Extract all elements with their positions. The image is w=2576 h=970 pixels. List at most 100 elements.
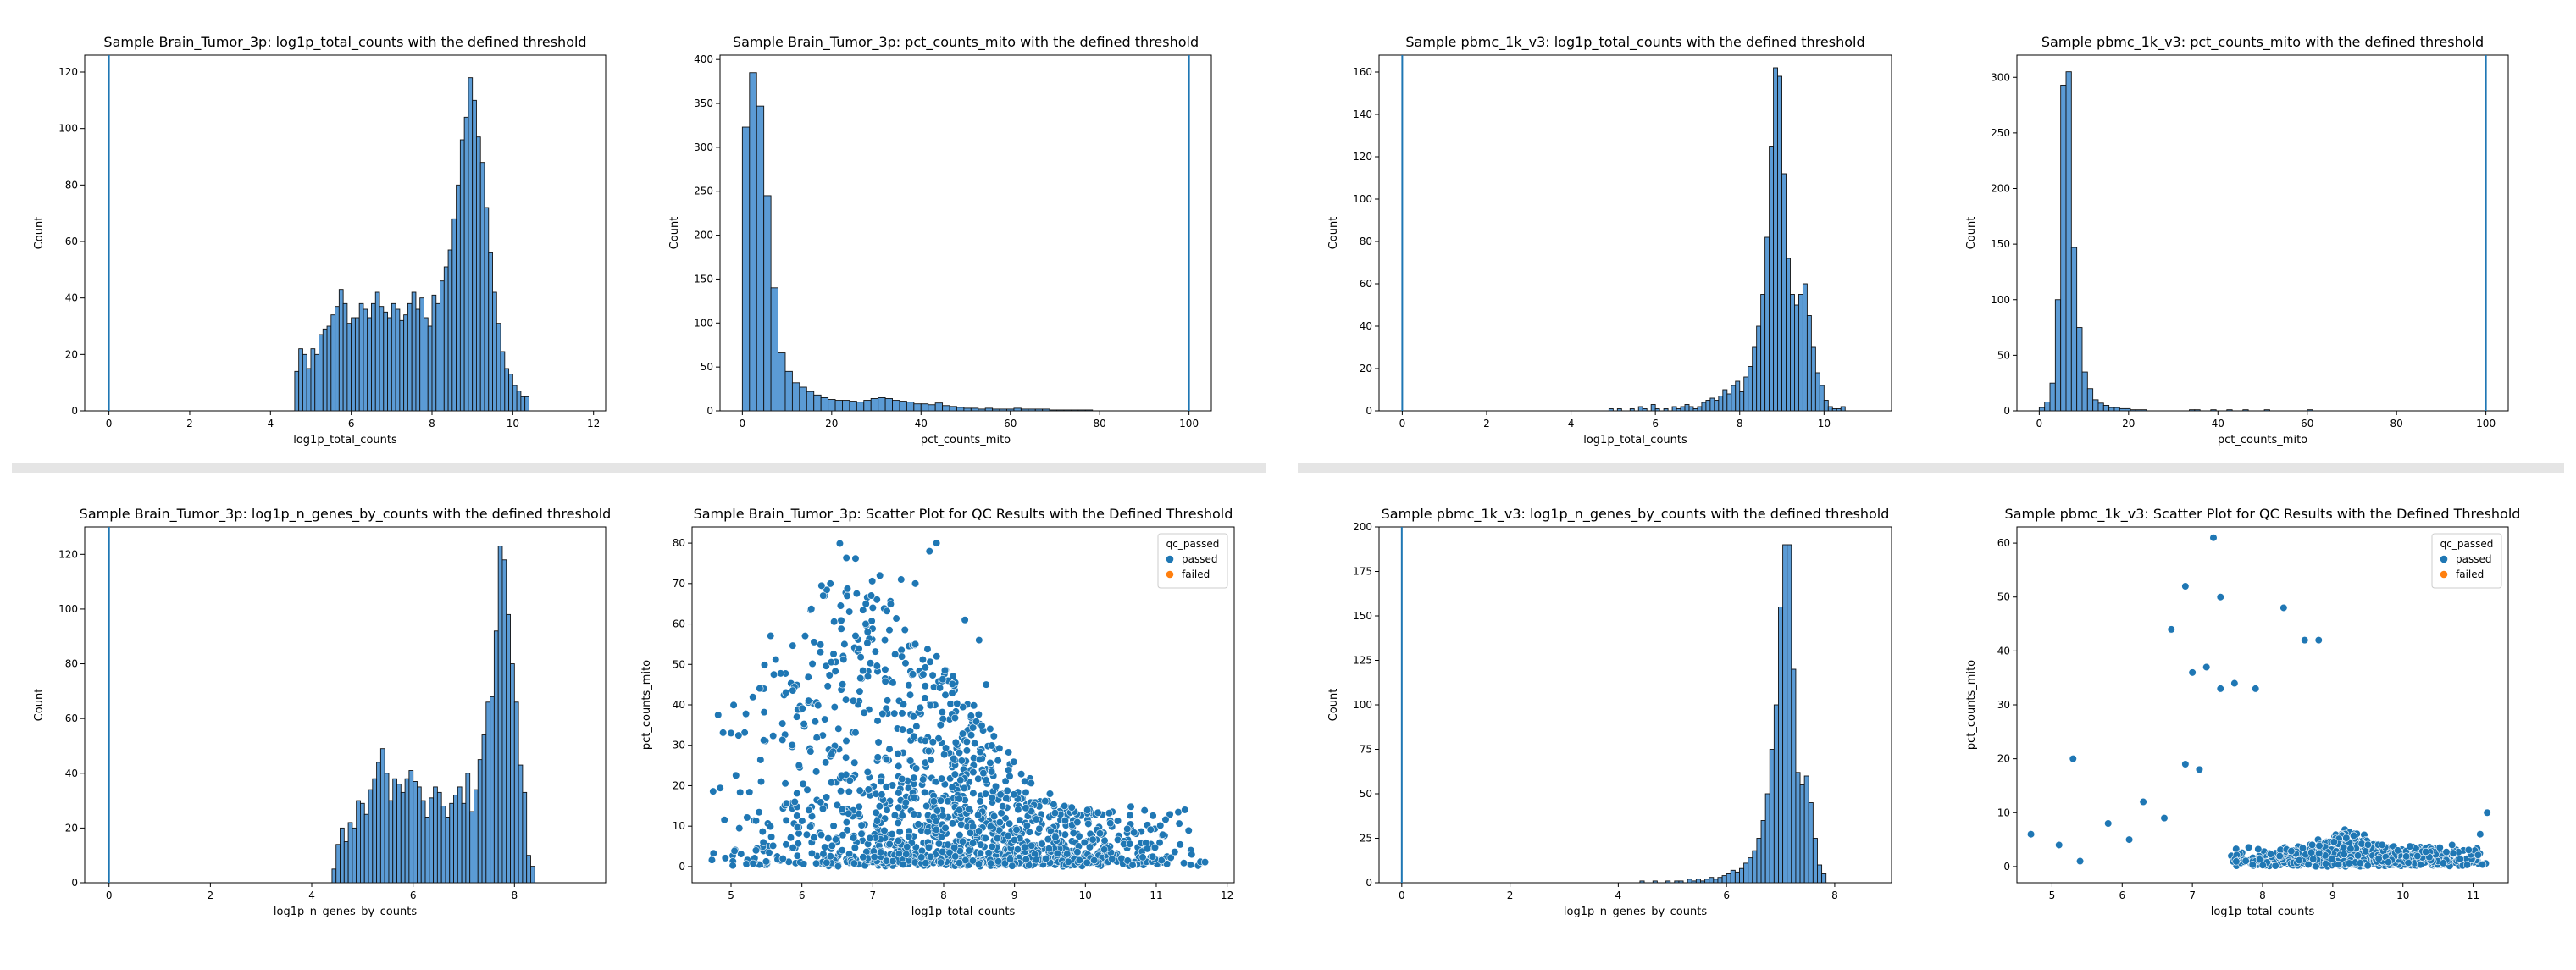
plot-frame [2016, 54, 2509, 412]
scatter-point [2442, 848, 2451, 856]
scatter-point [812, 768, 821, 776]
x-tick-label: 2 [208, 890, 214, 901]
scatter-point [767, 833, 776, 841]
scatter-point [2304, 860, 2313, 869]
scatter-point [2209, 534, 2218, 542]
y-tick-label: 120 [1353, 151, 1372, 163]
scatter-point [2254, 845, 2263, 854]
histogram-bar [2307, 409, 2313, 412]
y-tick-label: 40 [1360, 320, 1372, 332]
scatter-point [825, 671, 834, 679]
scatter-point [2340, 843, 2348, 851]
y-tick-label: 0 [706, 405, 713, 417]
scatter-point [2315, 849, 2324, 858]
histogram-bar [2210, 409, 2217, 412]
histogram-bar [522, 791, 528, 884]
y-tick-label: 200 [1991, 183, 2010, 195]
y-tick-label: 20 [1997, 753, 2010, 765]
y-tick-label: 10 [1997, 806, 2010, 818]
scatter-point [845, 607, 854, 616]
histogram-bar [2194, 409, 2201, 412]
scatter-point [2449, 849, 2457, 857]
x-tick-label: 10 [2396, 890, 2409, 901]
y-tick-label: 0 [679, 861, 685, 873]
scatter-point [2435, 843, 2444, 852]
y-tick-label: 80 [673, 537, 685, 549]
histogram-bar [530, 866, 535, 884]
scatter-point [2125, 835, 2134, 844]
scatter-point [2202, 662, 2211, 672]
x-tick-label: 80 [1094, 418, 1106, 430]
y-tick-label: 10 [673, 820, 685, 832]
y-tick-label: 50 [1997, 591, 2010, 603]
scatter-point [2456, 855, 2464, 863]
scatter-point [923, 645, 932, 653]
y-tick-label: 120 [58, 66, 78, 78]
scatter-point [918, 656, 927, 664]
scatter-point [976, 797, 984, 806]
quadrant-top-right [1298, 15, 2564, 463]
legend-entry: passed [2456, 553, 2491, 565]
x-axis-label: log1p_total_counts [1583, 434, 1687, 446]
histogram-bar [1650, 404, 1656, 412]
y-tick-label: 20 [65, 822, 78, 834]
histogram-bar [770, 287, 778, 412]
scatter-point [2321, 859, 2329, 868]
scatter-point [2416, 861, 2425, 869]
histogram-bar [1840, 406, 1846, 412]
scatter-point [2340, 850, 2348, 859]
scatter-point [2266, 850, 2275, 858]
separator-left [12, 463, 1266, 473]
x-tick-label: 60 [2301, 418, 2313, 430]
scatter-point [2346, 845, 2355, 853]
histogram-bar [1819, 385, 1825, 412]
x-tick-label: 80 [2390, 418, 2403, 430]
scatter-point [2181, 760, 2190, 768]
x-tick-label: 20 [825, 418, 838, 430]
x-tick-label: 6 [1652, 418, 1659, 430]
histogram-bar [1823, 400, 1829, 412]
scatter-point [857, 821, 866, 829]
x-tick-label: 40 [915, 418, 928, 430]
scatter-point [786, 834, 795, 842]
scatter-point [2298, 844, 2307, 852]
scatter-point [2241, 856, 2250, 865]
legend-title: qc_passed [2440, 538, 2494, 550]
scatter-point [760, 708, 768, 717]
scatter-point [756, 778, 766, 786]
scatter-point [2394, 846, 2402, 855]
x-tick-label: 6 [2119, 890, 2125, 901]
scatter-point [2474, 851, 2482, 859]
scatter-point [2181, 582, 2190, 590]
y-tick-label: 150 [694, 273, 713, 285]
scatter-point [2476, 830, 2485, 839]
y-tick-label: 60 [1360, 278, 1372, 290]
histogram-bar [1084, 409, 1094, 412]
x-axis-label: pct_counts_mito [2218, 434, 2307, 446]
scatter-point [2413, 851, 2422, 861]
y-axis-label: pct_counts_mito [640, 660, 653, 750]
histogram-bar [2226, 409, 2233, 412]
scatter-point [758, 828, 767, 836]
scatter-point [714, 711, 723, 719]
scatter-point [2464, 845, 2473, 854]
x-tick-label: 2 [186, 418, 193, 430]
y-tick-label: 0 [71, 877, 78, 889]
y-tick-label: 40 [65, 768, 78, 779]
scatter-point [2385, 858, 2393, 867]
scatter-point [2244, 843, 2253, 851]
y-axis-label: Count [33, 689, 46, 722]
y-tick-label: 140 [1353, 108, 1372, 120]
y-tick-label: 70 [673, 578, 685, 590]
chart-title: Sample pbmc_1k_v3: Scatter Plot for QC R… [2005, 506, 2521, 523]
scatter-point [778, 719, 787, 728]
y-axis-label: Count [33, 217, 46, 250]
scatter-point [2462, 861, 2472, 869]
y-tick-label: 30 [673, 740, 685, 751]
y-tick-label: 80 [65, 179, 78, 191]
scatter-point [2479, 860, 2487, 869]
x-tick-label: 8 [1737, 418, 1743, 430]
y-tick-label: 100 [1991, 294, 2010, 306]
